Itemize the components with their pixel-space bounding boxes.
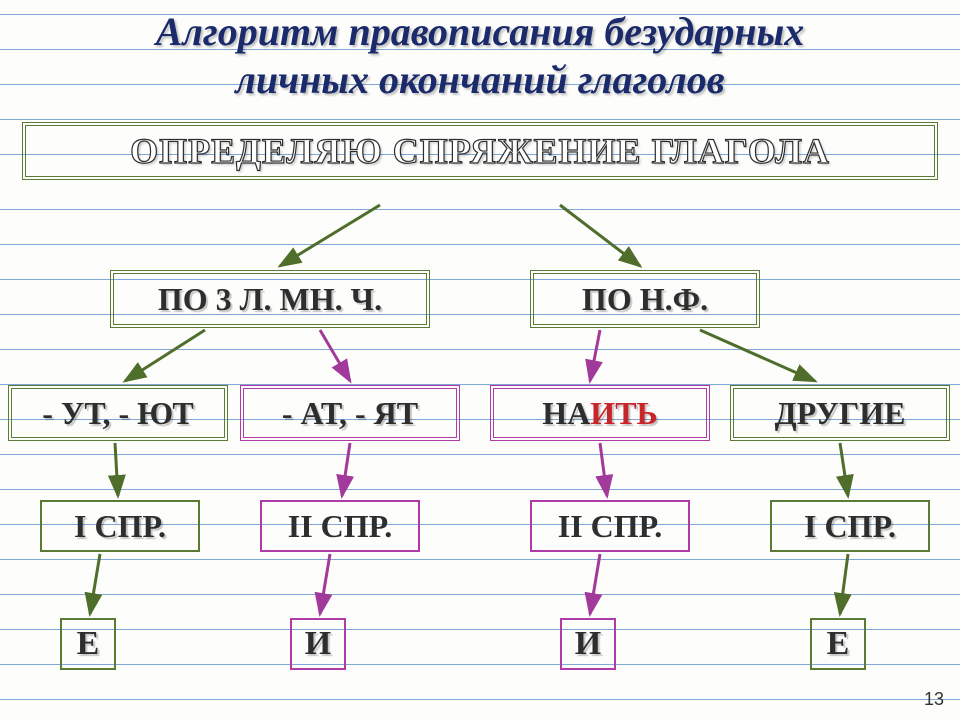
- opt3-na: НА: [542, 395, 590, 432]
- opt-na-it: НА ИТЬ: [490, 385, 710, 441]
- opt3-it: ИТЬ: [590, 395, 657, 432]
- title-line-1: Алгоритм правописания безударных: [156, 9, 805, 54]
- end-e-left: Е: [60, 618, 116, 670]
- end2-label: И: [305, 625, 331, 663]
- spr-2-left: II СПР.: [260, 500, 420, 552]
- arrows-svg: [0, 0, 960, 720]
- end1-label: Е: [77, 625, 100, 663]
- spr2-label: II СПР.: [288, 508, 392, 545]
- step-1-box: ОПРЕДЕЛЯЮ СПРЯЖЕНИЕ ГЛАГОЛА: [22, 122, 938, 180]
- spr4-label: I СПР.: [804, 508, 896, 545]
- opt1-label: - УТ, - ЮТ: [42, 395, 194, 432]
- branch-nf: ПО Н.Ф.: [530, 270, 760, 328]
- spr-1-right: I СПР.: [770, 500, 930, 552]
- end-e-right: Е: [810, 618, 866, 670]
- branch-3l-mnch: ПО 3 Л. МН. Ч.: [110, 270, 430, 328]
- opt-ut-yut: - УТ, - ЮТ: [8, 385, 228, 441]
- title-line-2: личных окончаний глаголов: [235, 57, 724, 102]
- opt-at-yat: - АТ, - ЯТ: [240, 385, 460, 441]
- page-number: 13: [924, 689, 944, 710]
- spr-2-right: II СПР.: [530, 500, 690, 552]
- branch-left-label: ПО 3 Л. МН. Ч.: [158, 281, 382, 318]
- spr1-label: I СПР.: [74, 508, 166, 545]
- main-title: Алгоритм правописания безударных личных …: [0, 0, 960, 104]
- opt2-label: - АТ, - ЯТ: [282, 395, 418, 432]
- end-i-left: И: [290, 618, 346, 670]
- end-i-right: И: [560, 618, 616, 670]
- spr3-label: II СПР.: [558, 508, 662, 545]
- opt4-label: ДРУГИЕ: [775, 395, 906, 432]
- branch-right-label: ПО Н.Ф.: [582, 281, 708, 318]
- end3-label: И: [575, 625, 601, 663]
- end4-label: Е: [827, 625, 850, 663]
- spr-1-left: I СПР.: [40, 500, 200, 552]
- diagram-content: Алгоритм правописания безударных личных …: [0, 0, 960, 720]
- opt-other: ДРУГИЕ: [730, 385, 950, 441]
